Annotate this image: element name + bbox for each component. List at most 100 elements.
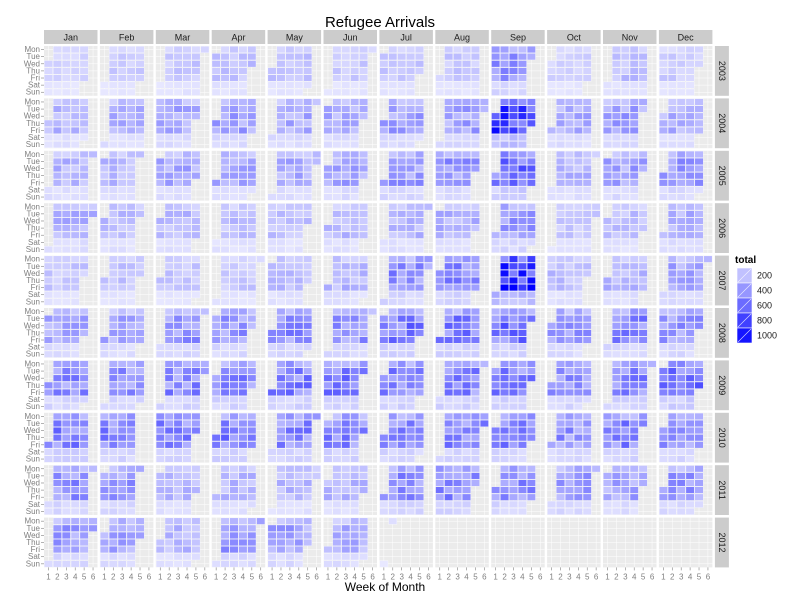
day-cell (294, 479, 304, 487)
day-cell (323, 119, 333, 127)
day-cell (397, 465, 406, 473)
day-cell (480, 420, 489, 427)
day-cell (676, 343, 686, 351)
day-cell (70, 150, 80, 158)
day-cell (565, 172, 574, 180)
day-cell (350, 360, 360, 368)
day-cell (462, 158, 471, 165)
day-cell (173, 172, 183, 180)
day-cell (61, 246, 71, 253)
day-cell (332, 165, 342, 172)
day-cell (676, 165, 686, 172)
day-cell (211, 60, 221, 68)
day-cell (462, 150, 471, 158)
day-cell (638, 217, 648, 225)
day-cell (155, 539, 165, 546)
day-cell (471, 360, 480, 368)
day-cell (491, 500, 500, 508)
day-cell (500, 88, 509, 96)
day-cell (582, 158, 592, 165)
day-cell (135, 127, 145, 134)
day-cell (108, 134, 118, 141)
day-cell (388, 186, 398, 194)
day-cell (79, 186, 89, 194)
day-cell (276, 210, 286, 218)
day-cell (350, 455, 360, 463)
day-cell (415, 441, 424, 449)
day-cell (220, 343, 230, 351)
day-cell (100, 336, 109, 344)
day-cell (647, 360, 657, 368)
day-cell (108, 524, 118, 532)
day-cell (453, 231, 462, 239)
day-cell (44, 560, 53, 568)
day-cell (61, 186, 71, 194)
day-cell (574, 269, 583, 277)
day-cell (471, 374, 480, 382)
day-cell (267, 67, 277, 75)
day-cell (294, 441, 304, 449)
day-cell (53, 298, 62, 306)
day-cell (79, 381, 89, 389)
day-cell (694, 269, 704, 277)
day-cell (79, 539, 89, 546)
day-cell (182, 427, 192, 434)
day-cell (276, 465, 286, 473)
day-cell (79, 367, 89, 375)
day-cell (53, 238, 62, 246)
day-cell (406, 291, 415, 299)
day-cell (117, 224, 127, 232)
day-cell (238, 343, 248, 351)
day-cell (612, 472, 621, 480)
day-cell (70, 308, 80, 315)
day-cell (629, 396, 639, 403)
day-cell (462, 412, 471, 420)
day-cell (61, 158, 71, 165)
day-cell (117, 343, 127, 351)
day-cell (547, 343, 556, 351)
day-cell (79, 427, 89, 434)
day-cell (191, 74, 201, 82)
day-cell (332, 315, 342, 323)
day-cell (500, 246, 509, 253)
day-cell (79, 434, 89, 442)
day-cell (108, 329, 118, 337)
day-cell (238, 74, 248, 82)
day-cell (565, 224, 574, 232)
day-cell (462, 67, 471, 75)
day-cell (332, 367, 342, 375)
day-cell (453, 46, 462, 53)
day-cell (126, 539, 136, 546)
day-cell (406, 210, 415, 218)
day-cell (453, 441, 462, 449)
day-cell (603, 98, 612, 106)
day-cell (444, 231, 453, 239)
day-cell (70, 508, 80, 515)
day-cell (397, 165, 406, 172)
day-cell (491, 381, 500, 389)
day-cell (303, 53, 313, 61)
day-cell (471, 150, 480, 158)
day-cell (341, 486, 351, 494)
day-cell (612, 269, 621, 277)
day-cell (220, 308, 230, 315)
day-cell (388, 134, 398, 141)
day-cell (500, 127, 509, 134)
day-cell (220, 412, 230, 420)
day-cell (629, 434, 639, 442)
day-cell (406, 315, 415, 323)
day-cell (247, 98, 257, 106)
day-cell (379, 403, 389, 411)
day-cell (659, 88, 668, 96)
day-cell (173, 336, 183, 344)
day-cell (509, 210, 518, 218)
day-cell (694, 150, 704, 158)
day-cell (350, 238, 360, 246)
day-cell (453, 134, 462, 141)
day-cell (126, 112, 136, 120)
day-cell (676, 246, 686, 253)
day-cell (191, 486, 201, 494)
day-cell (547, 277, 556, 284)
day-cell (659, 291, 668, 299)
day-cell (238, 105, 248, 113)
